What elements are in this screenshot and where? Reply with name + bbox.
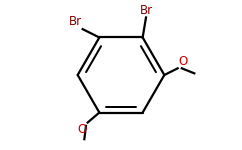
Text: Br: Br [69, 15, 82, 28]
Text: Br: Br [139, 4, 152, 17]
Text: O: O [78, 123, 87, 136]
Text: O: O [179, 55, 188, 68]
